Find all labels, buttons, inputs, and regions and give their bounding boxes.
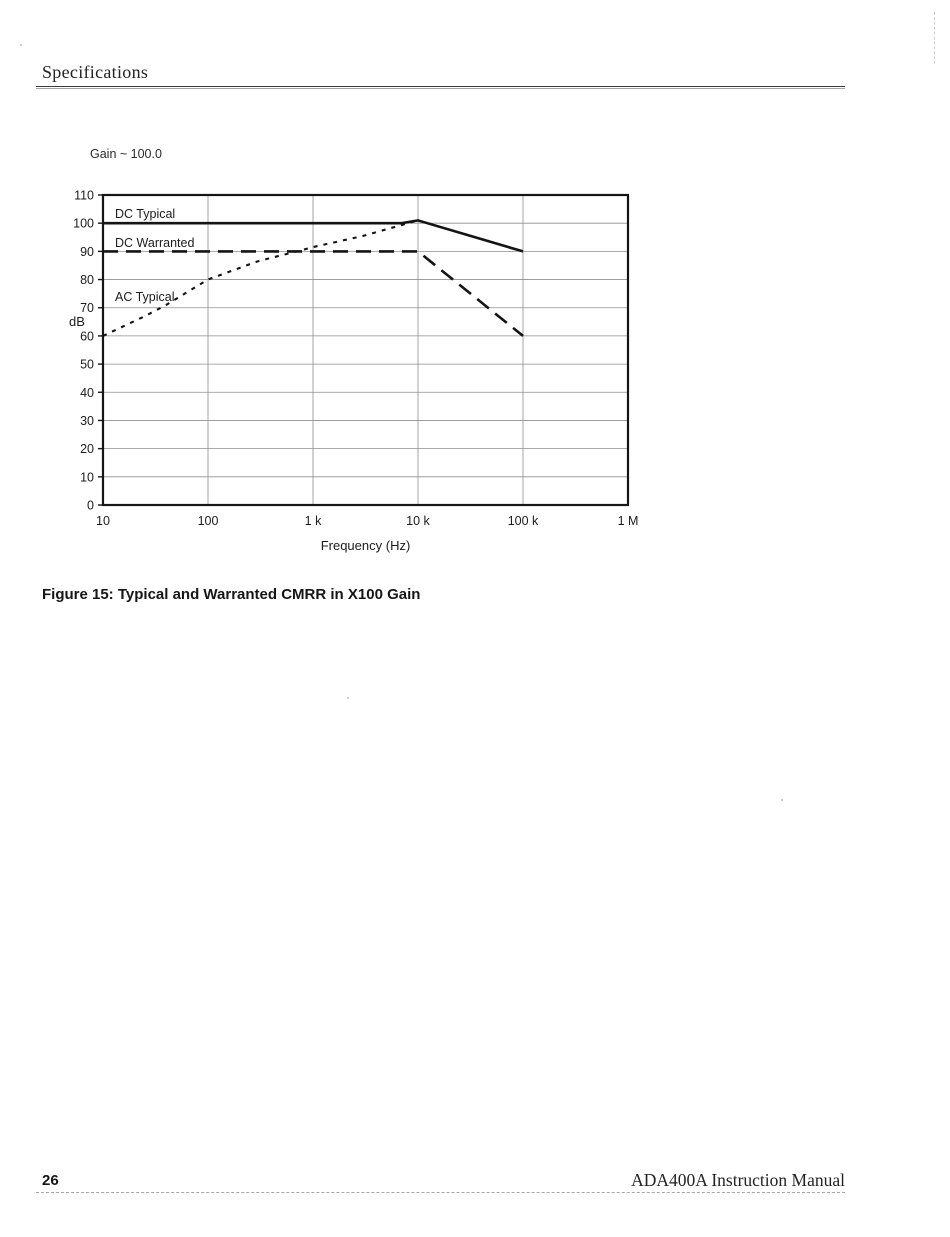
header-rule — [36, 86, 845, 87]
x-tick-label: 100 k — [508, 514, 539, 528]
x-tick-label: 1 M — [618, 514, 639, 528]
chart-title: Gain ~ 100.0 — [90, 147, 162, 161]
scan-speck — [20, 44, 22, 46]
x-tick-label: 1 k — [305, 514, 322, 528]
y-tick-label: 0 — [87, 499, 94, 513]
x-tick-label: 10 — [96, 514, 110, 528]
scan-edge-artifact — [934, 12, 935, 64]
plot-border — [101, 193, 630, 507]
footer-rule — [36, 1192, 845, 1193]
series-line-ac-typical — [102, 219, 419, 337]
scan-speck — [781, 799, 783, 801]
y-tick-label: 50 — [80, 358, 94, 372]
y-tick-label: 100 — [73, 217, 94, 231]
y-tick-label: 80 — [80, 273, 94, 287]
y-tick-label: 20 — [80, 442, 94, 456]
y-tick-label: 90 — [80, 245, 94, 259]
footer-manual-title: ADA400A Instruction Manual — [631, 1170, 845, 1190]
series-label-ac-typical: AC Typical — [115, 290, 175, 304]
x-tick-label: 10 k — [406, 514, 430, 528]
y-tick-label: 10 — [80, 470, 94, 484]
x-tick-label: 100 — [198, 514, 219, 528]
series-line-dc-warranted — [103, 250, 524, 337]
section-header: Specifications — [42, 62, 149, 82]
y-tick-label: 30 — [80, 414, 94, 428]
x-axis-label: Frequency (Hz) — [321, 538, 411, 553]
y-tick-label: 70 — [80, 301, 94, 315]
y-tick-label: 40 — [80, 386, 94, 400]
footer-page-number: 26 — [42, 1172, 59, 1189]
series-line-dc-typical — [103, 219, 524, 253]
series-label-dc-warranted: DC Warranted — [115, 236, 194, 250]
cmrr-chart: 0 10 20 30 40 50 60 70 80 90 100 110 10 100 1 k 10 k 100… — [55, 185, 655, 565]
y-axis-label: dB — [69, 314, 85, 329]
y-tick-label: 60 — [80, 329, 94, 343]
scan-speck — [347, 697, 349, 699]
figure-caption: Figure 15: Typical and Warranted CMRR in… — [42, 586, 421, 603]
series-label-dc-typical: DC Typical — [115, 207, 175, 221]
y-tick-label: 110 — [74, 189, 94, 203]
